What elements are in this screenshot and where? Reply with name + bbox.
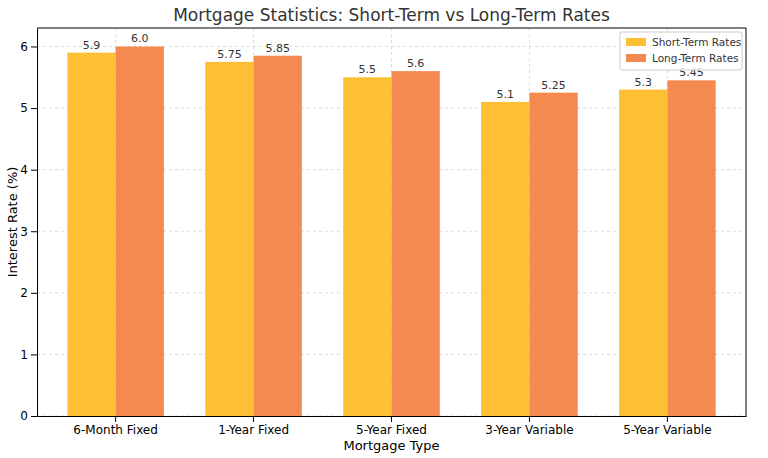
x-tick-label: 3-Year Variable	[485, 423, 573, 437]
y-tick-label: 1	[20, 348, 28, 362]
x-tick-label: 1-Year Fixed	[218, 423, 289, 437]
bar	[481, 102, 529, 416]
data-labels: 5.95.755.55.15.36.05.855.65.255.45	[83, 32, 704, 100]
title: Mortgage Statistics: Short-Term vs Long-…	[173, 5, 610, 25]
x-tick-mark	[667, 416, 668, 422]
y-tick-label: 5	[20, 101, 28, 115]
data-label: 5.25	[541, 79, 566, 92]
data-label: 5.5	[359, 63, 377, 76]
y-tick-label: 4	[20, 163, 28, 177]
x-tick-label: 5-Year Variable	[623, 423, 711, 437]
bar	[392, 71, 440, 416]
y-axis-title: Interest Rate (%)	[5, 167, 20, 278]
x-tick: 1-Year Fixed	[218, 416, 289, 437]
bar	[67, 53, 115, 416]
legend-box	[620, 32, 742, 70]
y-tick-mark	[31, 46, 37, 47]
data-label: 5.75	[217, 48, 242, 61]
x-tick: 5-Year Variable	[623, 416, 711, 437]
y-tick: 2	[20, 286, 37, 300]
x-tick: 3-Year Variable	[485, 416, 573, 437]
y-tick: 3	[20, 225, 37, 239]
x-tick-mark	[253, 416, 254, 422]
y-tick-label: 6	[20, 40, 28, 54]
bar	[343, 77, 391, 416]
y-tick: 0	[20, 409, 37, 423]
bar	[529, 93, 577, 416]
grid	[37, 28, 746, 416]
frame-right	[746, 28, 747, 416]
y-tick: 4	[20, 163, 37, 177]
legend-swatch	[626, 54, 646, 62]
x-tick-label: 6-Month Fixed	[73, 423, 158, 437]
x-axis-title: Mortgage Type	[343, 438, 439, 453]
x-tick-mark	[391, 416, 392, 422]
x-tick: 6-Month Fixed	[73, 416, 158, 437]
bar	[667, 80, 715, 416]
y-tick-mark	[31, 170, 37, 171]
y-tick-mark	[31, 293, 37, 294]
y-axis-line	[37, 29, 38, 417]
data-label: 5.9	[83, 39, 101, 52]
chart: 5.95.755.55.15.36.05.855.65.255.45012345…	[0, 0, 768, 458]
x-tick-label: 5-Year Fixed	[356, 423, 427, 437]
bar	[619, 90, 667, 416]
x-tick: 5-Year Fixed	[356, 416, 427, 437]
bar	[254, 56, 302, 416]
legend-swatch	[626, 38, 646, 46]
y-tick: 6	[20, 40, 37, 54]
y-tick: 1	[20, 348, 37, 362]
frame-top	[37, 28, 746, 29]
bar	[205, 62, 253, 416]
legend-label: Short-Term Rates	[652, 36, 741, 48]
y-tick-mark	[31, 108, 37, 109]
bars	[67, 46, 715, 416]
y-tick: 5	[20, 101, 37, 115]
plot-area: 5.95.755.55.15.36.05.855.65.255.45012345…	[20, 28, 746, 437]
y-axis: 0 1 2 3 4 5 6	[20, 29, 37, 424]
y-tick-label: 0	[20, 409, 28, 423]
y-tick-label: 2	[20, 286, 28, 300]
data-label: 5.6	[407, 57, 425, 70]
x-axis: 6-Month Fixed 1-Year Fixed 5-Year Fixed 3-Y…	[38, 416, 747, 437]
y-tick-label: 3	[20, 225, 28, 239]
y-tick-mark	[31, 416, 37, 417]
legend-label: Long-Term Rates	[652, 52, 739, 64]
y-tick-mark	[31, 231, 37, 232]
x-tick-mark	[529, 416, 530, 422]
data-label: 5.85	[265, 42, 290, 55]
data-label: 5.1	[497, 88, 515, 101]
y-tick-mark	[31, 354, 37, 355]
legend: Short-Term Rates Long-Term Rates	[620, 32, 742, 70]
data-label: 6.0	[131, 32, 149, 45]
x-tick-mark	[115, 416, 116, 422]
data-label: 5.3	[634, 76, 652, 89]
bar	[116, 46, 164, 416]
